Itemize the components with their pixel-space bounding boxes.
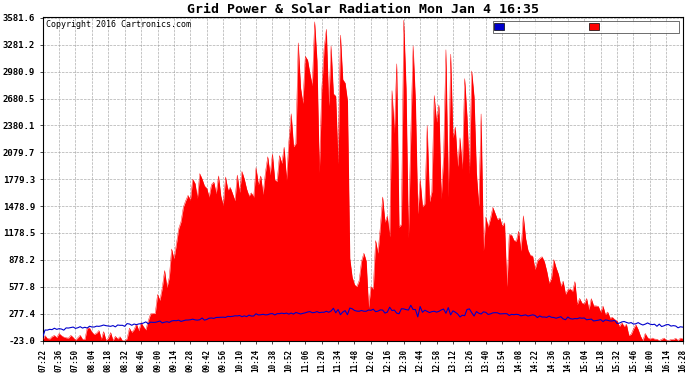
- Text: Copyright 2016 Cartronics.com: Copyright 2016 Cartronics.com: [46, 20, 191, 29]
- Legend: Radiation (w/m2), Grid (AC Watts): Radiation (w/m2), Grid (AC Watts): [493, 21, 678, 33]
- Title: Grid Power & Solar Radiation Mon Jan 4 16:35: Grid Power & Solar Radiation Mon Jan 4 1…: [187, 3, 539, 16]
